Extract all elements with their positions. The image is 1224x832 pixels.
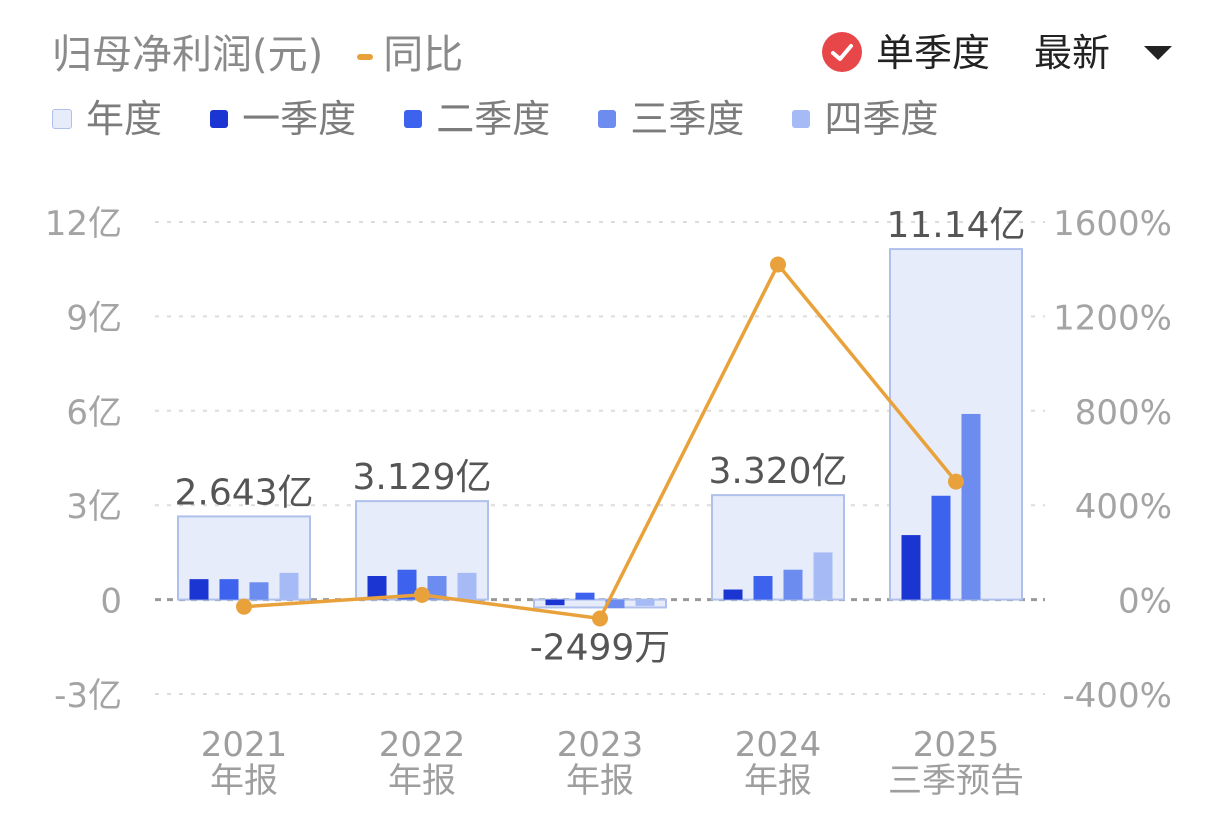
yoy-point: [414, 586, 430, 603]
quarter-bar: [397, 569, 417, 600]
annual-bar: [533, 598, 667, 609]
yoy-line: [243, 261, 958, 621]
yoy-legend-marker: [357, 54, 374, 60]
y-right-tick-label: 0%: [1118, 582, 1172, 622]
chart-header: 归母净利润(元) 同比: [52, 22, 463, 80]
quarter-bar: [367, 576, 387, 600]
x-tick-label: 三季预告: [888, 761, 1024, 801]
x-tick-label: 年报: [388, 761, 456, 801]
legend-item-q1[interactable]: 一季度: [210, 88, 356, 143]
legend-item-annual[interactable]: 年度: [52, 88, 162, 143]
legend: 年度 一季度 二季度 三季度 四季度: [52, 88, 974, 143]
x-tick-label: 2021: [201, 725, 288, 765]
quarter-bar: [575, 592, 595, 600]
y-left-tick-label: -3亿: [54, 676, 122, 716]
annual-data-label: -2499万: [530, 627, 671, 668]
y-left-tick-label: 12亿: [45, 204, 122, 244]
quarter-bar: [931, 495, 951, 600]
quarter-bar: [457, 572, 477, 600]
y-right-tick-label: -400%: [1063, 676, 1172, 716]
quarter-bar: [813, 552, 833, 600]
y-right-tick-label: 1200%: [1053, 298, 1172, 338]
x-tick-label: 2023: [557, 725, 644, 765]
quarter-bar: [783, 569, 803, 600]
legend-swatch: [598, 109, 617, 128]
legend-swatch: [792, 109, 811, 128]
y-left-tick-label: 9亿: [66, 298, 122, 338]
chart-title: 归母净利润(元): [52, 32, 324, 78]
annual-data-label: 3.129亿: [352, 457, 491, 498]
y-right-tick-label: 400%: [1075, 487, 1172, 527]
chevron-down-icon[interactable]: [1144, 46, 1172, 60]
quarter-bar: [545, 599, 565, 606]
quarter-bar: [219, 579, 239, 600]
annual-data-label: 3.320亿: [708, 451, 847, 492]
x-tick-label: 年报: [566, 761, 634, 801]
quarter-bar: [427, 576, 447, 600]
single-quarter-toggle[interactable]: 单季度: [876, 31, 991, 75]
yoy-point: [948, 473, 964, 490]
x-tick-label: 年报: [210, 761, 278, 801]
legend-swatch: [210, 109, 229, 128]
annual-data-label: 2.643亿: [174, 472, 313, 513]
quarter-bar: [723, 589, 743, 600]
yoy-point: [770, 256, 786, 273]
x-tick-label: 2024: [735, 725, 822, 765]
quarter-bar: [635, 599, 655, 606]
yoy-legend-label: 同比: [383, 32, 464, 78]
annual-data-label: 11.14亿: [886, 205, 1025, 246]
sort-dropdown[interactable]: 最新: [1034, 31, 1111, 75]
legend-swatch: [52, 108, 72, 129]
yoy-point: [236, 598, 252, 615]
quarter-bar: [605, 599, 625, 609]
y-left-tick-label: 6亿: [66, 393, 122, 433]
x-tick-label: 年报: [744, 761, 812, 801]
checked-icon[interactable]: [822, 32, 862, 72]
quarter-bar: [189, 579, 209, 600]
legend-swatch: [404, 109, 423, 128]
y-left-tick-label: 0: [100, 582, 122, 622]
y-right-tick-label: 1600%: [1053, 204, 1172, 244]
legend-item-q3[interactable]: 三季度: [598, 88, 744, 143]
legend-item-q2[interactable]: 二季度: [404, 88, 550, 143]
legend-item-q4[interactable]: 四季度: [792, 88, 938, 143]
quarter-bar: [249, 582, 269, 600]
y-right-tick-label: 800%: [1075, 393, 1172, 433]
quarter-bar: [961, 413, 981, 600]
yoy-point: [592, 610, 608, 627]
quarter-bar: [753, 576, 773, 600]
x-tick-label: 2025: [913, 725, 1000, 765]
quarter-bar: [279, 572, 299, 600]
y-left-tick-label: 3亿: [66, 487, 122, 527]
quarter-bar: [901, 535, 921, 600]
x-tick-label: 2022: [379, 725, 466, 765]
